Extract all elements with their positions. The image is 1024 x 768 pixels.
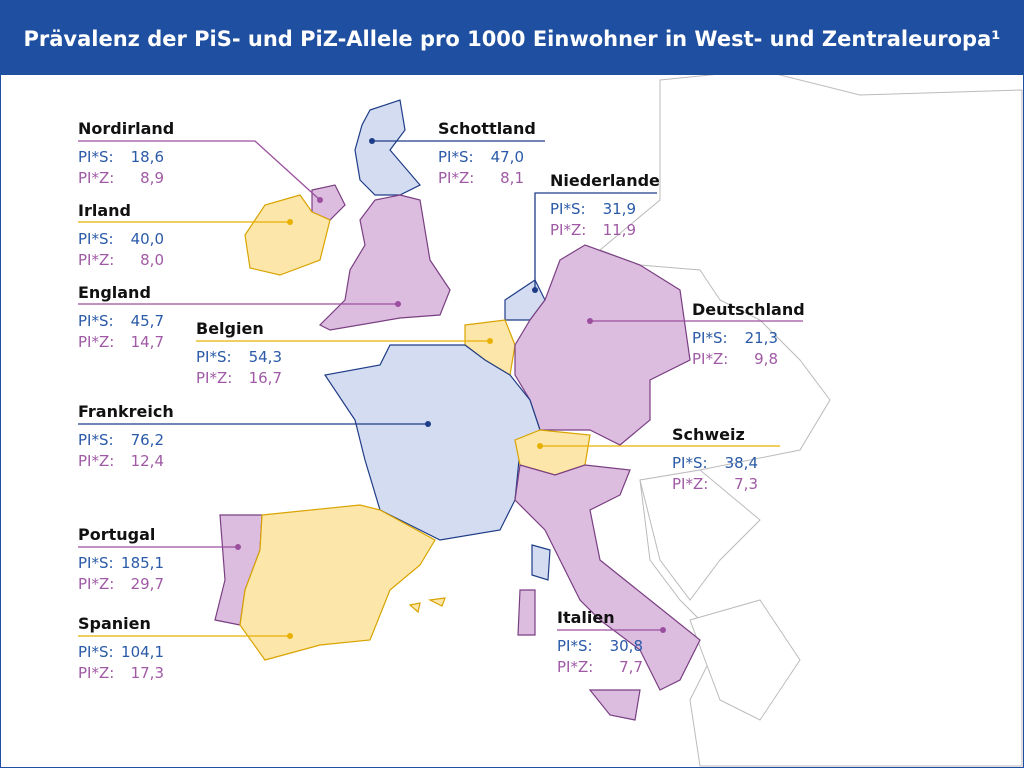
piz-label: PI*Z: <box>438 169 474 187</box>
pis-value: 21,3 <box>745 329 778 347</box>
piz-label: PI*Z: <box>550 221 586 239</box>
pis-label: PI*S: <box>196 348 232 366</box>
title: Prävalenz der PiS- und PiZ-Allele pro 10… <box>24 27 1001 51</box>
piz-value: 8,1 <box>500 169 524 187</box>
piz-value: 8,0 <box>140 251 164 269</box>
piz-label: PI*Z: <box>78 452 114 470</box>
pis-value: 38,4 <box>725 454 758 472</box>
piz-label: PI*Z: <box>196 369 232 387</box>
pis-value: 31,9 <box>603 200 636 218</box>
piz-label: PI*Z: <box>672 475 708 493</box>
piz-label: PI*Z: <box>78 333 114 351</box>
pis-label: PI*S: <box>78 148 114 166</box>
pis-label: PI*S: <box>78 312 114 330</box>
pis-value: 30,8 <box>610 637 643 655</box>
pis-label: PI*S: <box>550 200 586 218</box>
piz-value: 9,8 <box>754 350 778 368</box>
piz-label: PI*Z: <box>78 169 114 187</box>
pis-label: PI*S: <box>78 230 114 248</box>
piz-value: 11,9 <box>603 221 636 239</box>
piz-value: 29,7 <box>131 575 164 593</box>
pis-value: 40,0 <box>131 230 164 248</box>
piz-value: 17,3 <box>131 664 164 682</box>
pis-label: PI*S: <box>672 454 708 472</box>
other-countries <box>599 69 1023 767</box>
pis-value: 18,6 <box>131 148 164 166</box>
piz-value: 7,3 <box>734 475 758 493</box>
piz-value: 16,7 <box>249 369 282 387</box>
pis-value: 54,3 <box>249 348 282 366</box>
piz-label: PI*Z: <box>78 251 114 269</box>
pis-value: 47,0 <box>491 148 524 166</box>
pis-value: 76,2 <box>131 431 164 449</box>
country-name: Irland <box>78 201 131 220</box>
marker-dot <box>537 443 543 449</box>
piz-value: 7,7 <box>619 658 643 676</box>
piz-value: 8,9 <box>140 169 164 187</box>
country-name: Deutschland <box>692 300 805 319</box>
country-name: Portugal <box>78 525 155 544</box>
marker-dot <box>287 219 293 225</box>
marker-dot <box>287 633 293 639</box>
piz-value: 12,4 <box>131 452 164 470</box>
pis-label: PI*S: <box>438 148 474 166</box>
piz-label: PI*Z: <box>557 658 593 676</box>
piz-label: PI*Z: <box>78 575 114 593</box>
country-name: Niederlande <box>550 171 660 190</box>
marker-dot <box>235 544 241 550</box>
marker-dot <box>317 197 323 203</box>
piz-label: PI*Z: <box>692 350 728 368</box>
country-name: Nordirland <box>78 119 174 138</box>
country-name: Schottland <box>438 119 536 138</box>
countries <box>214 99 701 721</box>
pis-value: 185,1 <box>121 554 164 572</box>
pis-label: PI*S: <box>78 643 114 661</box>
pis-label: PI*S: <box>692 329 728 347</box>
country-name: Belgien <box>196 319 264 338</box>
country-name: England <box>78 283 151 302</box>
piz-value: 14,7 <box>131 333 164 351</box>
leader-line <box>78 140 321 201</box>
pis-label: PI*S: <box>557 637 593 655</box>
header <box>0 0 1024 75</box>
marker-dot <box>487 338 493 344</box>
pis-label: PI*S: <box>78 431 114 449</box>
pis-value: 104,1 <box>121 643 164 661</box>
marker-dot <box>369 138 375 144</box>
pis-label: PI*S: <box>78 554 114 572</box>
country-name: Frankreich <box>78 402 174 421</box>
piz-label: PI*Z: <box>78 664 114 682</box>
marker-dot <box>587 318 593 324</box>
leader-line <box>534 192 657 290</box>
marker-dot <box>532 287 538 293</box>
marker-dot <box>425 421 431 427</box>
marker-dot <box>395 301 401 307</box>
country-name: Italien <box>557 608 615 627</box>
country-name: Schweiz <box>672 425 745 444</box>
pis-value: 45,7 <box>131 312 164 330</box>
marker-dot <box>660 627 666 633</box>
country-name: Spanien <box>78 614 151 633</box>
